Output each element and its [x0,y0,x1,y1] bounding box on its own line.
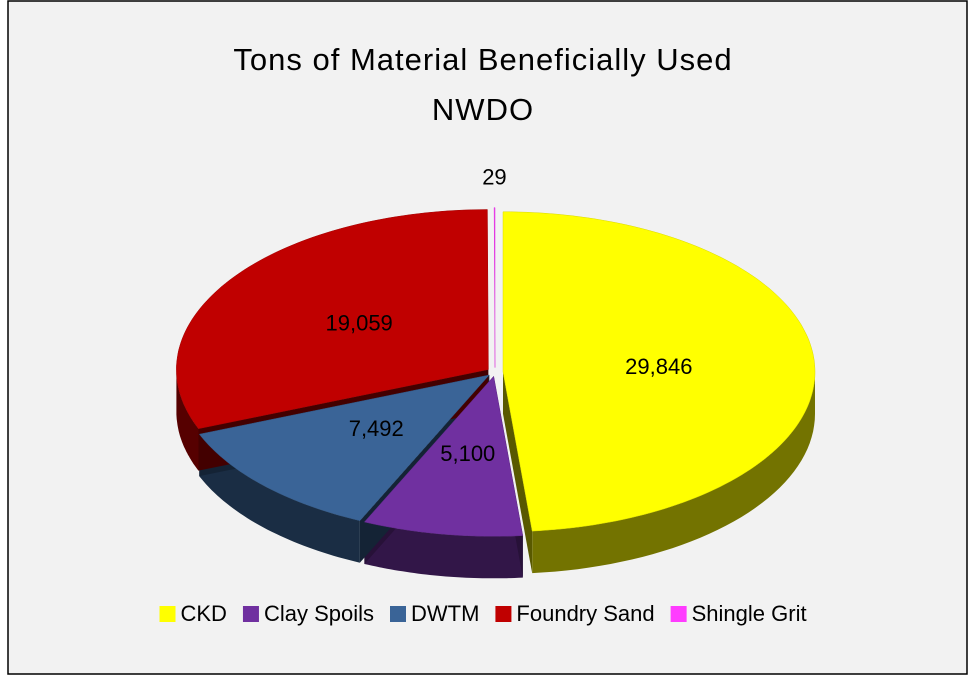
legend-swatch [390,606,406,622]
legend: CKD Clay Spoils DWTM Foundry Sand Shingle Gr… [159,601,807,626]
legend-label: Clay Spoils [264,601,374,626]
chart-subtitle: NWDO [432,92,534,127]
slice-side [176,369,199,471]
slice [176,209,489,429]
data-label: 29 [482,165,506,190]
chart-title: Tons of Material Beneficially Used [233,42,732,77]
slice [502,211,816,532]
legend-swatch [670,606,687,622]
slice-side [532,371,815,574]
legend-label: CKD [181,601,227,626]
data-label: 19,059 [326,311,393,336]
legend-label: Shingle Grit [692,601,807,626]
slice-side [199,434,360,563]
legend-label: Foundry Sand [516,601,654,626]
data-label: 5,100 [440,441,495,466]
slice-side [364,522,523,579]
slice [363,375,524,537]
data-label: 7,492 [349,416,404,441]
legend-swatch [495,606,512,622]
legend-swatch [159,606,176,622]
slice-wall [502,371,533,574]
legend-swatch [242,606,259,622]
slice [198,374,490,521]
slice [493,207,496,368]
legend-label: DWTM [411,601,479,626]
data-label: 29,846 [625,354,692,379]
